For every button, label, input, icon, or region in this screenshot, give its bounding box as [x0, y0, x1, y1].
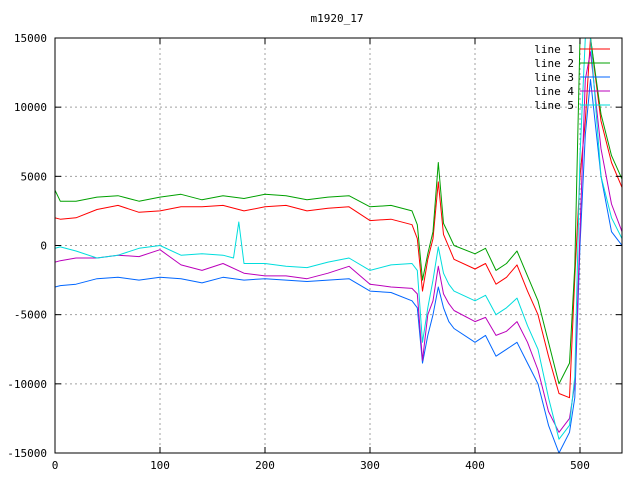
grid	[55, 38, 622, 453]
legend-label: line 4	[534, 85, 574, 98]
series-line-5	[55, 38, 622, 440]
legend-label: line 2	[534, 57, 574, 70]
y-tick-label: -5000	[14, 309, 47, 322]
x-tick-label: 0	[52, 459, 59, 472]
series-lines	[55, 38, 622, 453]
series-line-3	[55, 79, 622, 453]
y-tick-label: 15000	[14, 32, 47, 45]
y-tick-label: 5000	[21, 170, 48, 183]
y-tick-label: -10000	[7, 378, 47, 391]
x-tick-label: 300	[360, 459, 380, 472]
y-tick-label: 10000	[14, 101, 47, 114]
legend-label: line 5	[534, 99, 574, 112]
y-tick-label: -15000	[7, 447, 47, 460]
series-line-2	[55, 38, 622, 385]
y-tick-label: 0	[40, 240, 47, 253]
x-tick-label: 100	[150, 459, 170, 472]
legend-label: line 1	[534, 43, 574, 56]
x-tick-label: 200	[255, 459, 275, 472]
x-tick-label: 500	[570, 459, 590, 472]
x-tick-label: 400	[465, 459, 485, 472]
axis-ticks: 0 100 200 300 400 500 -15000 -10000 -5000 0 5000 10…	[7, 32, 622, 472]
legend-label: line 3	[534, 71, 574, 84]
chart-title: m1920_17	[311, 12, 364, 25]
series-line-4	[55, 51, 622, 433]
series-line-1	[55, 38, 622, 399]
